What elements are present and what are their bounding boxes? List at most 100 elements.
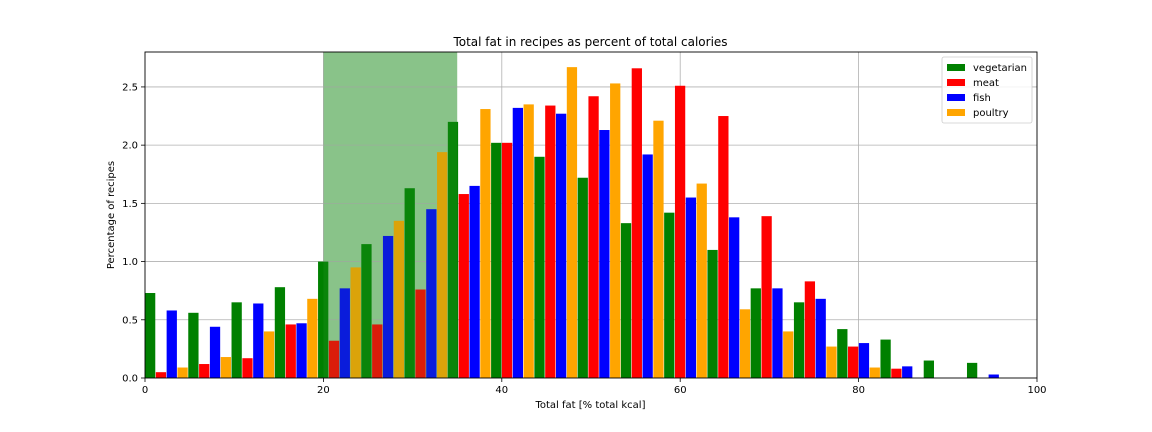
bar-fish	[382, 235, 394, 378]
bar-vegetarian	[318, 261, 329, 378]
bar-vegetarian	[837, 329, 848, 378]
y-tick-label: 0.5	[122, 315, 138, 326]
bar-vegetarian	[923, 360, 934, 378]
y-tick-label: 2.5	[122, 82, 138, 93]
bar-meat	[199, 364, 210, 378]
bar-fish	[642, 154, 653, 378]
legend: vegetarian meat fish poultry	[941, 56, 1033, 124]
bar-fish	[166, 310, 177, 378]
bar-poultry	[220, 357, 231, 378]
tick-labels: 0 20 40 60 80 100 0.0 0.5 1.0 1.5 2.0 2.5	[122, 82, 1046, 396]
y-tick-label: 2.0	[122, 141, 138, 152]
bar-poultry	[307, 298, 318, 378]
bar-meat	[415, 289, 426, 378]
bar-fish	[815, 298, 826, 378]
bar-meat	[718, 116, 729, 379]
bar-meat	[674, 85, 686, 378]
bar-meat	[804, 281, 816, 378]
bar-vegetarian	[188, 312, 199, 378]
bar-meat	[761, 216, 772, 378]
plot-frame	[144, 51, 1038, 379]
bar-poultry	[177, 367, 188, 378]
bar-vegetarian	[231, 302, 242, 378]
bar-meat	[285, 324, 296, 378]
legend-swatch-poultry	[947, 109, 965, 116]
bar-poultry	[523, 104, 534, 379]
bar-poultry	[350, 267, 361, 378]
bar-poultry	[696, 183, 707, 378]
bar-vegetarian	[534, 156, 545, 378]
legend-label-fish: fish	[973, 93, 991, 104]
x-axis-label: Total fat [% total kcal]	[534, 400, 645, 411]
bar-fish	[988, 374, 999, 378]
legend-box	[941, 56, 1033, 124]
bar-vegetarian	[620, 223, 632, 378]
bar-poultry	[480, 109, 491, 379]
bar-meat	[372, 324, 383, 378]
bar-poultry	[826, 346, 837, 378]
legend-label-meat: meat	[973, 78, 999, 89]
bar-vegetarian	[880, 339, 891, 378]
y-tick-label: 1.0	[122, 257, 138, 268]
bar-fish	[858, 343, 870, 378]
bar-poultry	[393, 220, 405, 378]
legend-swatch-vegetarian	[947, 64, 965, 71]
bar-meat	[155, 372, 167, 378]
bar-fish	[599, 130, 610, 378]
x-tick-label: 40	[495, 385, 508, 396]
bar-meat	[458, 194, 469, 378]
bar-poultry	[263, 331, 275, 378]
legend-swatch-fish	[947, 94, 965, 101]
bar-fish	[296, 323, 307, 378]
bar-vegetarian	[664, 212, 675, 378]
bar-meat	[545, 105, 556, 379]
bar-fish	[253, 303, 264, 378]
y-tick-label: 1.5	[122, 199, 138, 210]
bar-vegetarian	[966, 362, 978, 378]
legend-label-vegetarian: vegetarian	[973, 63, 1027, 74]
bar-vegetarian	[447, 121, 459, 378]
x-tick-label: 20	[317, 385, 330, 396]
bar-fish	[729, 217, 740, 378]
legend-label-poultry: poultry	[973, 108, 1009, 119]
bar-fish	[426, 209, 437, 378]
bar-vegetarian	[361, 244, 372, 378]
bar-vegetarian	[707, 249, 718, 378]
bar-poultry	[653, 120, 664, 378]
bar-vegetarian	[750, 288, 761, 378]
bar-meat	[588, 96, 599, 378]
bar-fish	[685, 197, 697, 378]
bar-poultry	[869, 367, 880, 378]
bar-meat	[891, 368, 902, 378]
bar-vegetarian	[793, 302, 805, 378]
x-tick-label: 60	[674, 385, 687, 396]
bar-poultry	[437, 152, 448, 378]
y-tick-label: 0.0	[122, 374, 138, 385]
bar-meat	[631, 68, 642, 379]
axes	[144, 51, 1038, 379]
bar-fish	[772, 288, 783, 378]
bar-poultry	[566, 67, 578, 378]
bar-fish	[469, 185, 480, 378]
highlight-band-overlay	[323, 52, 458, 378]
x-tick-label: 0	[142, 385, 148, 396]
x-tick-label: 100	[1027, 385, 1046, 396]
bar-poultry	[610, 83, 621, 378]
bar-poultry	[739, 309, 751, 378]
bar-vegetarian	[404, 188, 415, 378]
bar-poultry	[783, 331, 794, 378]
legend-swatch-meat	[947, 79, 965, 86]
bar-meat	[848, 346, 859, 378]
bar-meat	[501, 142, 513, 378]
bar-fish	[902, 366, 913, 378]
x-tick-label: 80	[852, 385, 865, 396]
bar-meat	[242, 358, 253, 378]
bar-meat	[328, 340, 340, 378]
bar-fish	[339, 288, 350, 378]
bar-vegetarian	[145, 293, 156, 378]
bar-fish	[555, 113, 567, 378]
y-axis-label: Percentage of recipes	[106, 161, 117, 269]
bar-fish	[512, 107, 524, 378]
bar-fish	[209, 326, 221, 378]
